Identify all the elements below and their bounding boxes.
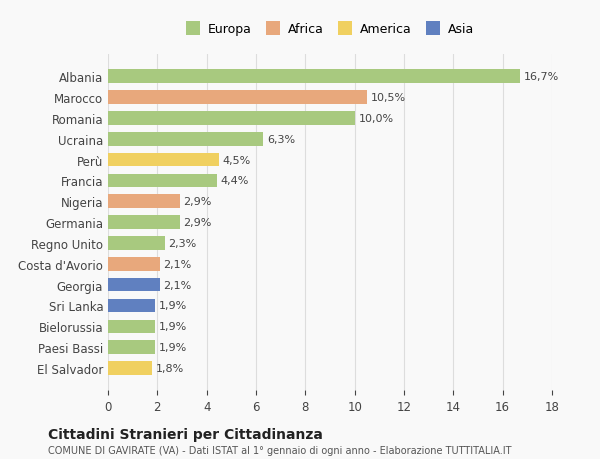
Text: Cittadini Stranieri per Cittadinanza: Cittadini Stranieri per Cittadinanza <box>48 427 323 441</box>
Bar <box>108 70 520 84</box>
Bar <box>108 195 179 208</box>
Bar <box>108 91 367 105</box>
Text: 1,9%: 1,9% <box>158 322 187 331</box>
Legend: Europa, Africa, America, Asia: Europa, Africa, America, Asia <box>181 18 479 41</box>
Bar <box>108 237 165 250</box>
Bar <box>108 361 152 375</box>
Text: 2,1%: 2,1% <box>163 259 192 269</box>
Text: 2,1%: 2,1% <box>163 280 192 290</box>
Text: 16,7%: 16,7% <box>524 72 559 82</box>
Text: 2,3%: 2,3% <box>169 238 197 248</box>
Text: 4,5%: 4,5% <box>223 155 251 165</box>
Text: 6,3%: 6,3% <box>267 134 295 145</box>
Text: 2,9%: 2,9% <box>183 197 212 207</box>
Bar <box>108 133 263 146</box>
Text: 1,8%: 1,8% <box>156 363 184 373</box>
Text: 4,4%: 4,4% <box>220 176 248 186</box>
Text: 10,0%: 10,0% <box>358 114 394 123</box>
Bar <box>108 320 155 333</box>
Bar <box>108 153 219 167</box>
Text: COMUNE DI GAVIRATE (VA) - Dati ISTAT al 1° gennaio di ogni anno - Elaborazione T: COMUNE DI GAVIRATE (VA) - Dati ISTAT al … <box>48 445 511 455</box>
Bar <box>108 299 155 313</box>
Bar <box>108 278 160 292</box>
Text: 1,9%: 1,9% <box>158 301 187 311</box>
Bar <box>108 257 160 271</box>
Text: 2,9%: 2,9% <box>183 218 212 228</box>
Text: 10,5%: 10,5% <box>371 93 406 103</box>
Bar <box>108 174 217 188</box>
Bar <box>108 341 155 354</box>
Bar <box>108 216 179 230</box>
Text: 1,9%: 1,9% <box>158 342 187 353</box>
Bar <box>108 112 355 125</box>
